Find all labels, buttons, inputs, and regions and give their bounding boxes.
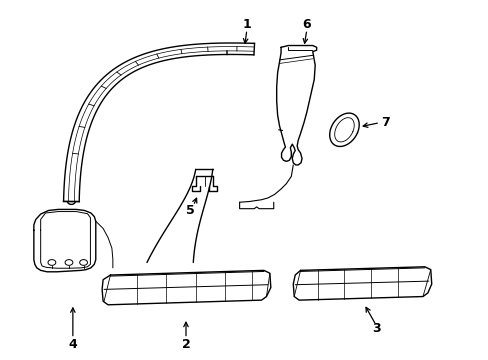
Text: 7: 7: [381, 116, 389, 129]
Text: 2: 2: [181, 338, 190, 351]
Text: 4: 4: [68, 338, 77, 351]
Text: 5: 5: [186, 204, 195, 217]
Text: 3: 3: [371, 322, 380, 335]
Text: 1: 1: [242, 18, 251, 31]
Text: 6: 6: [302, 18, 310, 31]
